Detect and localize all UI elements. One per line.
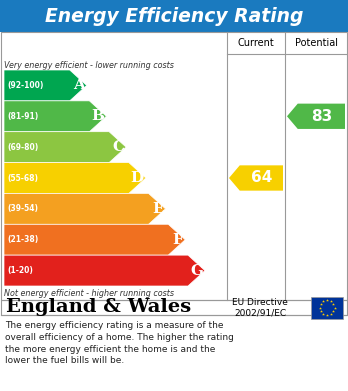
Polygon shape [287,104,345,129]
Text: F: F [172,233,183,247]
Polygon shape [229,165,283,191]
Text: G: G [190,264,203,278]
Polygon shape [4,132,126,163]
Polygon shape [4,101,106,132]
Bar [0,0,348,32]
Text: C: C [112,140,124,154]
Text: Current: Current [238,38,274,48]
Text: (55-68): (55-68) [7,174,38,183]
Text: 83: 83 [311,109,332,124]
Text: (39-54): (39-54) [7,204,38,213]
Text: (69-80): (69-80) [7,143,38,152]
Text: (81-91): (81-91) [7,112,38,121]
Text: 64: 64 [251,170,272,185]
Bar [1,300,347,315]
Text: (1-20): (1-20) [7,266,33,275]
Polygon shape [4,224,185,255]
Text: D: D [130,171,144,185]
Text: Not energy efficient - higher running costs: Not energy efficient - higher running co… [4,289,174,298]
Text: Energy Efficiency Rating: Energy Efficiency Rating [45,7,303,25]
Text: A: A [73,79,85,92]
Polygon shape [4,194,166,224]
Polygon shape [4,255,205,286]
Bar [311,296,343,319]
Text: Potential: Potential [294,38,338,48]
Text: Very energy efficient - lower running costs: Very energy efficient - lower running co… [4,61,174,70]
Text: (92-100): (92-100) [7,81,44,90]
Polygon shape [4,70,87,101]
Text: E: E [152,202,164,216]
Text: The energy efficiency rating is a measure of the
overall efficiency of a home. T: The energy efficiency rating is a measur… [5,321,234,366]
Bar [1,32,347,300]
Text: England & Wales: England & Wales [6,298,191,316]
Text: (21-38): (21-38) [7,235,38,244]
Text: B: B [92,109,104,123]
Text: EU Directive
2002/91/EC: EU Directive 2002/91/EC [232,298,288,317]
Polygon shape [4,163,146,194]
